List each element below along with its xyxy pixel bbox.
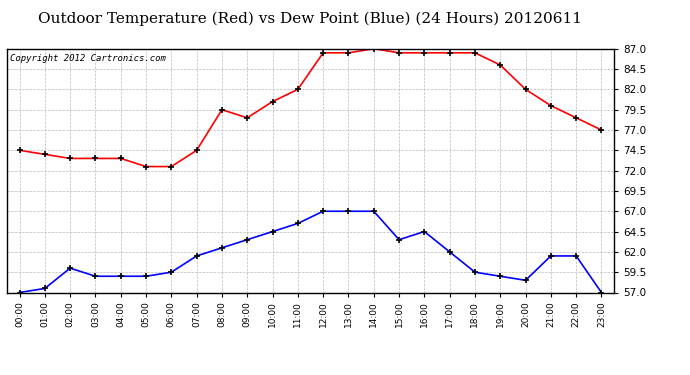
Text: Copyright 2012 Cartronics.com: Copyright 2012 Cartronics.com — [10, 54, 166, 63]
Text: Outdoor Temperature (Red) vs Dew Point (Blue) (24 Hours) 20120611: Outdoor Temperature (Red) vs Dew Point (… — [39, 11, 582, 26]
